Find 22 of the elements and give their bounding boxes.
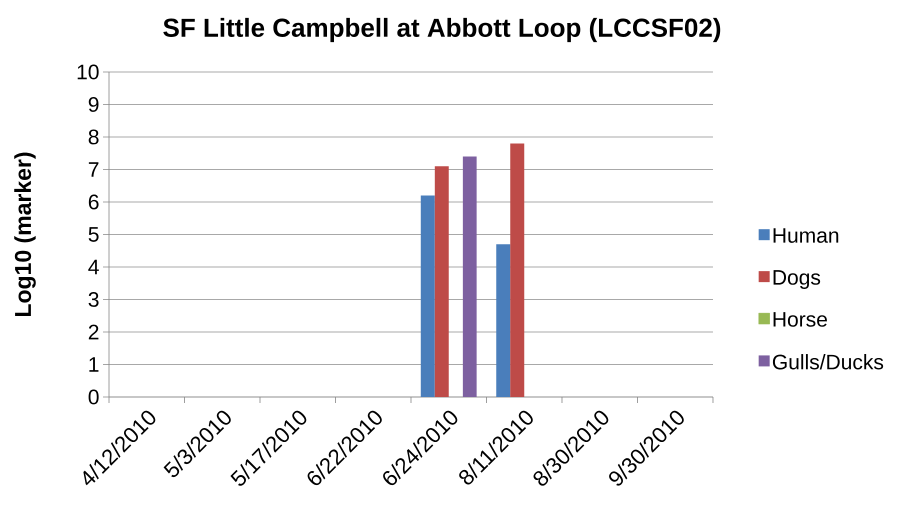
y-tick-label: 9 xyxy=(88,97,98,112)
bar xyxy=(434,166,449,397)
bar xyxy=(462,156,477,397)
y-axis-title: Log10 (marker) xyxy=(14,152,36,316)
y-tick-label: 10 xyxy=(78,64,99,80)
y-tick-label: 7 xyxy=(88,162,98,177)
y-tick-label: 5 xyxy=(88,227,99,242)
y-tick-label: 0 xyxy=(88,390,99,404)
legend-label: Horse xyxy=(774,312,827,327)
bar xyxy=(420,195,435,397)
y-tick-label: 2 xyxy=(88,324,98,340)
legend-label: Gulls/Ducks xyxy=(772,354,884,370)
chart-title: SF Little Campbell at Abbott Loop (LCCSF02) xyxy=(163,18,720,42)
legend-label: Human xyxy=(774,228,838,243)
legend-label: Dogs xyxy=(774,270,820,289)
bar xyxy=(496,244,510,397)
y-tick-label: 3 xyxy=(88,292,99,307)
bar xyxy=(510,143,524,397)
y-tick-label: 4 xyxy=(88,260,99,274)
y-tick-label: 8 xyxy=(88,130,99,144)
y-tick-label: 6 xyxy=(88,194,99,210)
y-tick-label: 1 xyxy=(89,357,98,372)
